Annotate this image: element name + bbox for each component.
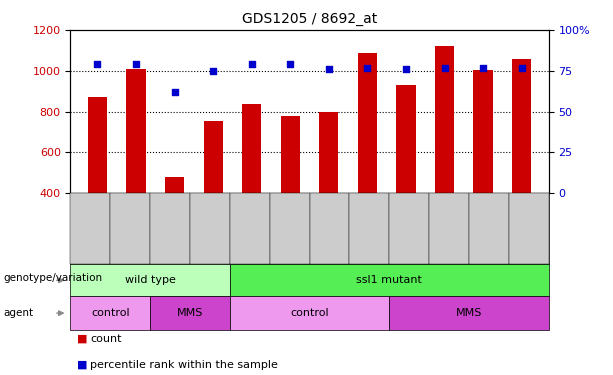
Text: percentile rank within the sample: percentile rank within the sample [90,360,278,370]
Point [286,61,295,67]
Point [401,66,411,72]
Point [93,61,102,67]
Bar [397,85,416,193]
Text: control: control [91,308,130,318]
Point [440,64,449,70]
Title: GDS1205 / 8692_at: GDS1205 / 8692_at [242,12,377,26]
Bar [435,46,454,193]
Bar [204,121,223,193]
Point [170,89,180,95]
Bar [473,70,493,193]
Text: MMS: MMS [455,308,482,318]
Point [362,64,372,70]
Text: ■: ■ [77,360,91,370]
Bar [281,116,300,193]
Bar [88,97,107,193]
Bar [165,177,185,193]
Text: MMS: MMS [177,308,204,318]
Point [131,61,141,67]
Point [478,64,488,70]
Text: control: control [290,308,329,318]
Point [208,68,218,74]
Text: agent: agent [3,308,33,318]
Bar [242,104,261,193]
Text: genotype/variation: genotype/variation [3,273,102,284]
Text: wild type: wild type [125,275,175,285]
Point [517,64,527,70]
Text: ■: ■ [77,334,91,344]
Bar [358,54,377,193]
Bar [126,69,146,193]
Text: count: count [90,334,121,344]
Point [324,66,333,72]
Point [247,61,257,67]
Bar [512,58,531,193]
Bar [319,112,338,193]
Text: ssl1 mutant: ssl1 mutant [356,275,422,285]
